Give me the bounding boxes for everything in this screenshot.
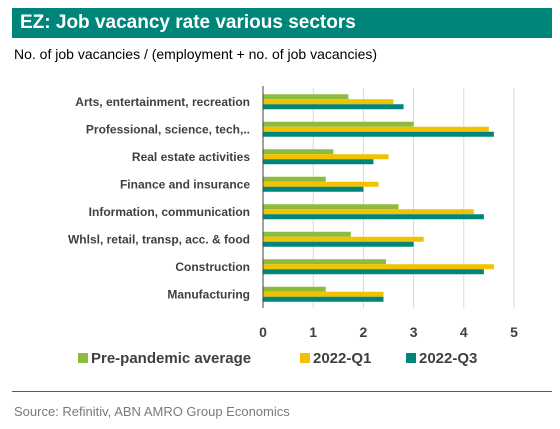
bar <box>263 291 384 297</box>
x-tick-label: 2 <box>360 324 368 340</box>
bar-chart: Arts, entertainment, recreation Professio… <box>68 86 518 367</box>
chart-subtitle: No. of job vacancies / (employment + no.… <box>14 46 378 62</box>
x-tick-label: 0 <box>259 324 267 340</box>
category-label: Arts, entertainment, recreation <box>75 95 250 109</box>
bar <box>263 214 484 220</box>
legend-swatch <box>406 353 416 363</box>
category-label: Construction <box>175 260 250 274</box>
bar <box>263 159 374 165</box>
chart-title: EZ: Job vacancy rate various sectors <box>20 12 356 33</box>
bar <box>263 176 326 182</box>
x-tick-label: 4 <box>460 324 468 340</box>
category-label: Finance and insurance <box>120 177 250 191</box>
bar <box>263 259 386 265</box>
bar <box>263 231 351 237</box>
bar <box>263 131 494 137</box>
bar <box>263 209 474 215</box>
bar <box>263 149 334 155</box>
bar <box>263 181 379 187</box>
legend-label: 2022-Q1 <box>313 350 371 367</box>
category-label: Manufacturing <box>167 287 250 301</box>
bar <box>263 126 489 132</box>
category-label: Real estate activities <box>132 150 250 164</box>
source-note: Source: Refinitiv, ABN AMRO Group Econom… <box>14 404 290 419</box>
category-label: Information, communication <box>89 205 250 219</box>
x-tick-label: 5 <box>510 324 518 340</box>
category-label: Whlsl, retail, transp, acc. & food <box>68 232 250 246</box>
legend-swatch <box>300 353 310 363</box>
bar <box>263 104 404 110</box>
source-divider <box>12 391 552 392</box>
bar <box>263 154 389 160</box>
title-bar: EZ: Job vacancy rate various sectors <box>12 8 552 38</box>
category-label: Professional, science, tech,.. <box>86 122 250 136</box>
bar <box>263 269 484 275</box>
bar <box>263 186 364 192</box>
bar <box>263 241 414 247</box>
x-tick-label: 3 <box>410 324 418 340</box>
bar <box>263 99 394 105</box>
legend-label: 2022-Q3 <box>419 350 477 367</box>
bar <box>263 204 399 210</box>
bar <box>263 286 326 292</box>
legend-swatch <box>78 353 88 363</box>
bar <box>263 94 349 100</box>
bar <box>263 264 494 270</box>
legend-label: Pre-pandemic average <box>91 350 251 367</box>
bar <box>263 296 384 302</box>
bar <box>263 236 424 242</box>
bar <box>263 121 414 127</box>
x-tick-label: 1 <box>309 324 317 340</box>
